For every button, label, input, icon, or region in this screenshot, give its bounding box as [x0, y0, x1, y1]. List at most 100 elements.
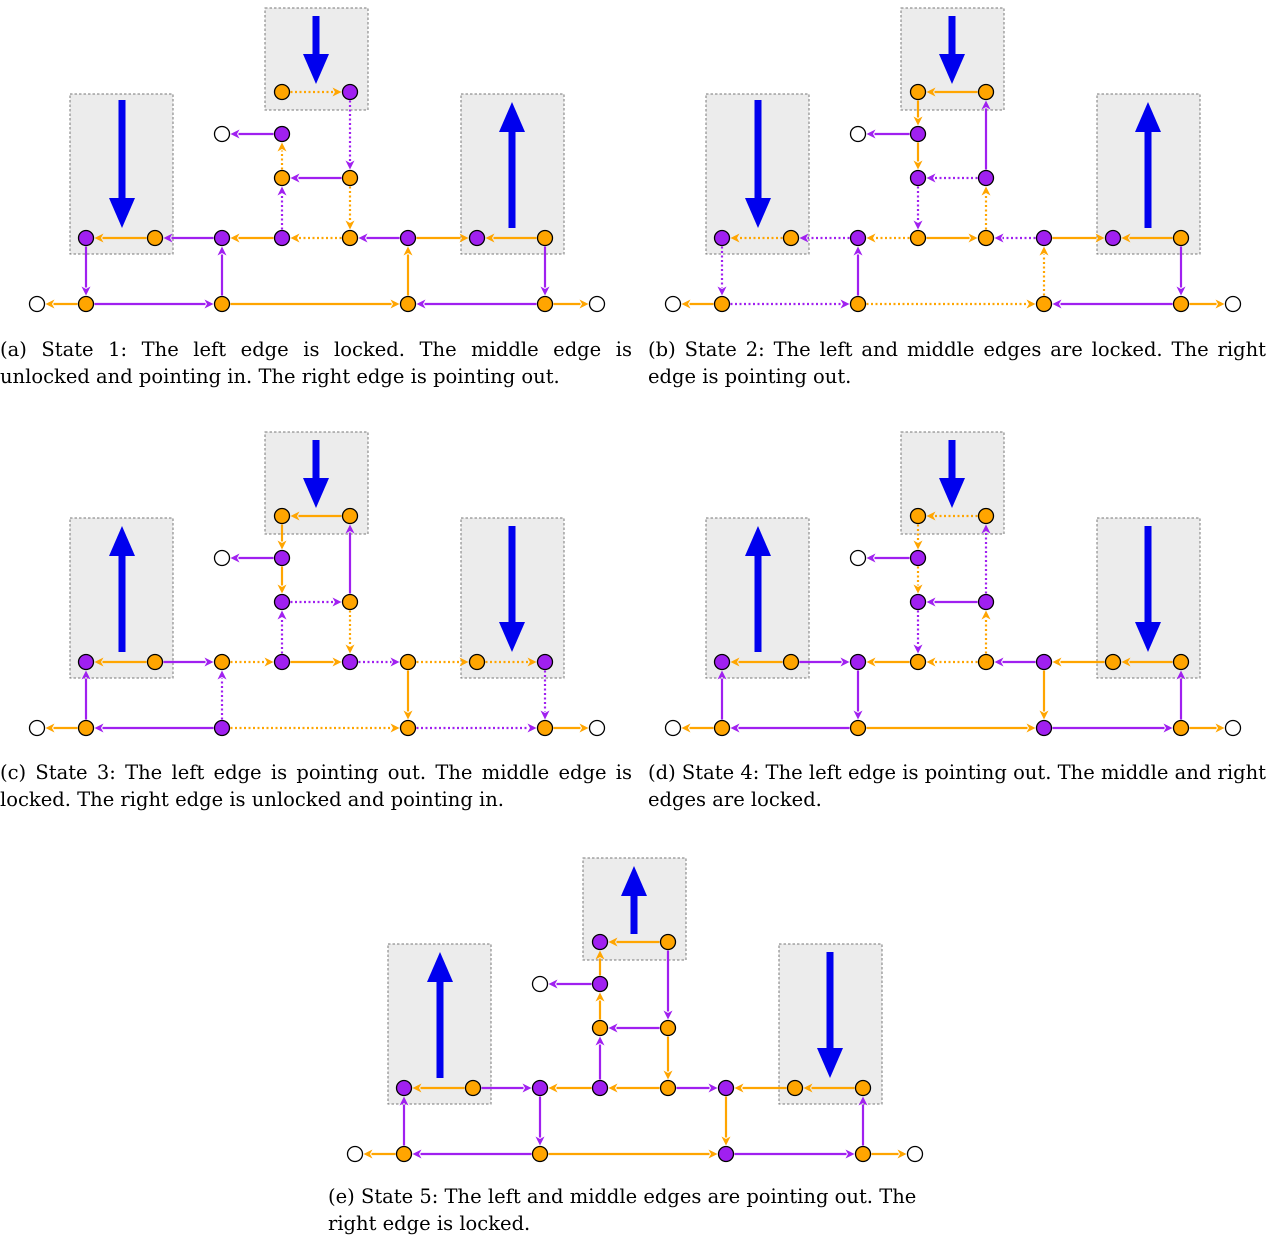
node-M1 [213, 653, 231, 671]
node-U3 [977, 169, 995, 187]
node-TL [273, 507, 291, 525]
node-B1 [77, 719, 95, 737]
node-B2 [849, 719, 867, 737]
node-B2 [213, 719, 231, 737]
caption-state-3: (c) State 3: The left edge is pointing o… [0, 761, 632, 811]
big-arrow-right-up-icon [1135, 102, 1161, 228]
node-U3 [341, 169, 359, 187]
edge-L2-L1 [412, 1083, 465, 1093]
big-arrow-right-down-icon [1135, 526, 1161, 652]
edge-M2-U2 [595, 1036, 605, 1080]
big-arrow-top-down-icon [303, 16, 329, 84]
edge-M3-U3 [981, 610, 991, 654]
node-TL [909, 507, 927, 525]
edge-B4-R3 [1176, 670, 1186, 720]
node-L2 [782, 653, 800, 671]
edge-B2-B1 [412, 1149, 532, 1159]
edge-U3-U2 [608, 1023, 660, 1033]
edge-B4-R3 [858, 1096, 868, 1146]
edge-B2-B3 [866, 299, 1036, 309]
edge-R1-B3 [721, 1096, 731, 1146]
node-U3 [977, 593, 995, 611]
big-arrow-left-up-icon [427, 952, 453, 1078]
node-WU [531, 975, 549, 993]
edge-M1-L2 [163, 233, 214, 243]
edge-U2-M2 [913, 186, 923, 230]
node-WR [906, 1145, 924, 1163]
edge-B4-B3 [416, 299, 537, 309]
edge-M3-M2 [290, 233, 342, 243]
edge-U3-TR [981, 100, 991, 170]
node-WU [849, 125, 867, 143]
edge-R1-M3 [994, 233, 1036, 243]
edge-B3-R1 [1039, 246, 1049, 296]
big-arrow-top-up-icon [621, 866, 647, 934]
edge-R1-B3 [403, 670, 413, 720]
node-TR [341, 507, 359, 525]
node-R3 [1172, 229, 1190, 247]
edge-B1-WL [45, 299, 78, 309]
edge-B1-WL [681, 299, 714, 309]
edge-B1-B2 [94, 299, 214, 309]
edge-TR-TL [608, 937, 660, 947]
edge-L1-B1 [81, 246, 91, 296]
edge-B2-B3 [548, 1149, 718, 1159]
edge-R1-R2 [416, 233, 469, 243]
node-L1 [77, 653, 95, 671]
node-R1 [1035, 653, 1053, 671]
node-M2 [591, 1079, 609, 1097]
edge-TL-TR [290, 87, 342, 97]
node-U1 [909, 549, 927, 567]
node-M3 [341, 653, 359, 671]
edge-B2-B1 [94, 723, 214, 733]
node-U2 [909, 169, 927, 187]
edge-B3-B4 [734, 1149, 855, 1159]
node-U1 [273, 125, 291, 143]
edge-M1-B2 [853, 670, 863, 720]
edge-B4-WR [1189, 299, 1225, 309]
node-B1 [713, 295, 731, 313]
node-B3 [717, 1145, 735, 1163]
node-B1 [395, 1145, 413, 1163]
big-arrow-right-down-icon [499, 526, 525, 652]
node-B1 [713, 719, 731, 737]
node-M3 [977, 229, 995, 247]
node-R1 [399, 653, 417, 671]
edge-B2-M1 [217, 246, 227, 296]
edge-B2-M1 [853, 246, 863, 296]
node-L1 [713, 653, 731, 671]
edge-R3-R2 [1121, 233, 1173, 243]
node-L1 [77, 229, 95, 247]
edge-U1-U2 [277, 566, 287, 594]
edge-TR-U3 [663, 950, 673, 1020]
node-R3 [854, 1079, 872, 1097]
edge-R1-M3 [994, 657, 1036, 667]
edge-U1-WU [866, 129, 910, 139]
edge-R3-B4 [540, 670, 550, 720]
caption-state-2: (b) State 2: The left and middle edges a… [648, 338, 1266, 388]
edge-TL-U1 [913, 524, 923, 550]
edge-TL-U1 [277, 524, 287, 550]
edge-B2-B3 [866, 723, 1036, 733]
node-TL [591, 933, 609, 951]
node-M3 [341, 229, 359, 247]
edge-B2-M1 [217, 670, 227, 720]
node-TL [273, 83, 291, 101]
node-R3 [536, 653, 554, 671]
edge-U1-WU [866, 553, 910, 563]
edge-U1-WU [230, 129, 274, 139]
node-M1 [213, 229, 231, 247]
node-R2 [1104, 229, 1122, 247]
edge-U3-U2 [290, 173, 342, 183]
node-B2 [849, 295, 867, 313]
node-M2 [273, 229, 291, 247]
node-L2 [782, 229, 800, 247]
big-arrow-top-down-icon [939, 440, 965, 508]
edge-L2-M1 [163, 657, 214, 667]
caption-state-1: (a) State 1: The left edge is locked. Th… [0, 338, 632, 388]
node-TR [977, 83, 995, 101]
gadget-diagram [28, 431, 606, 737]
node-L2 [464, 1079, 482, 1097]
node-L2 [146, 653, 164, 671]
edge-U1-U2 [913, 566, 923, 594]
